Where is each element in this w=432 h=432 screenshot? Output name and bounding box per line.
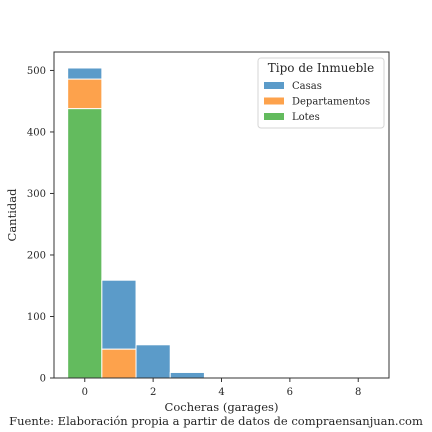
x-axis-label: Cocheras (garages)	[165, 400, 279, 414]
legend-label-departamentos: Departamentos	[292, 97, 370, 108]
source-caption: Fuente: Elaboración propia a partir de d…	[9, 414, 423, 428]
bar-casas-bin-2	[135, 344, 171, 379]
bar-casas-bin-3	[169, 371, 205, 379]
y-tick-label: 0	[40, 374, 46, 385]
y-tick-label: 400	[27, 127, 46, 138]
bar-lotes-bin-0	[67, 108, 103, 379]
bars-group	[67, 67, 205, 379]
y-tick-label: 200	[27, 250, 46, 261]
y-tick-label: 100	[27, 312, 46, 323]
y-tick-label: 500	[27, 66, 46, 77]
bar-departamentos-bin-0	[67, 78, 103, 110]
x-tick-label: 2	[150, 387, 156, 398]
legend-swatch-lotes	[264, 113, 284, 120]
x-tick-label: 0	[82, 387, 88, 398]
legend-swatch-casas	[264, 82, 284, 89]
x-tick-label: 4	[218, 387, 224, 398]
legend-title: Tipo de Inmueble	[268, 61, 374, 75]
legend-label-lotes: Lotes	[292, 112, 320, 123]
bar-departamentos-bin-1	[101, 348, 137, 379]
bar-casas-bin-0	[67, 67, 103, 80]
x-tick-label: 8	[355, 387, 361, 398]
bar-casas-bin-1	[101, 279, 137, 350]
legend-box	[257, 57, 385, 129]
legend: Tipo de Inmueble Casas Departamentos Lotes	[257, 57, 385, 129]
y-axis-ticks: 0 100 200 300 400 500	[27, 66, 54, 385]
x-axis-ticks: 0 2 4 6 8	[82, 378, 361, 398]
x-tick-label: 6	[287, 387, 293, 398]
legend-label-casas: Casas	[292, 81, 322, 92]
legend-swatch-departamentos	[264, 97, 284, 105]
y-tick-label: 300	[27, 189, 46, 200]
y-axis-label: Cantidad	[5, 188, 19, 242]
